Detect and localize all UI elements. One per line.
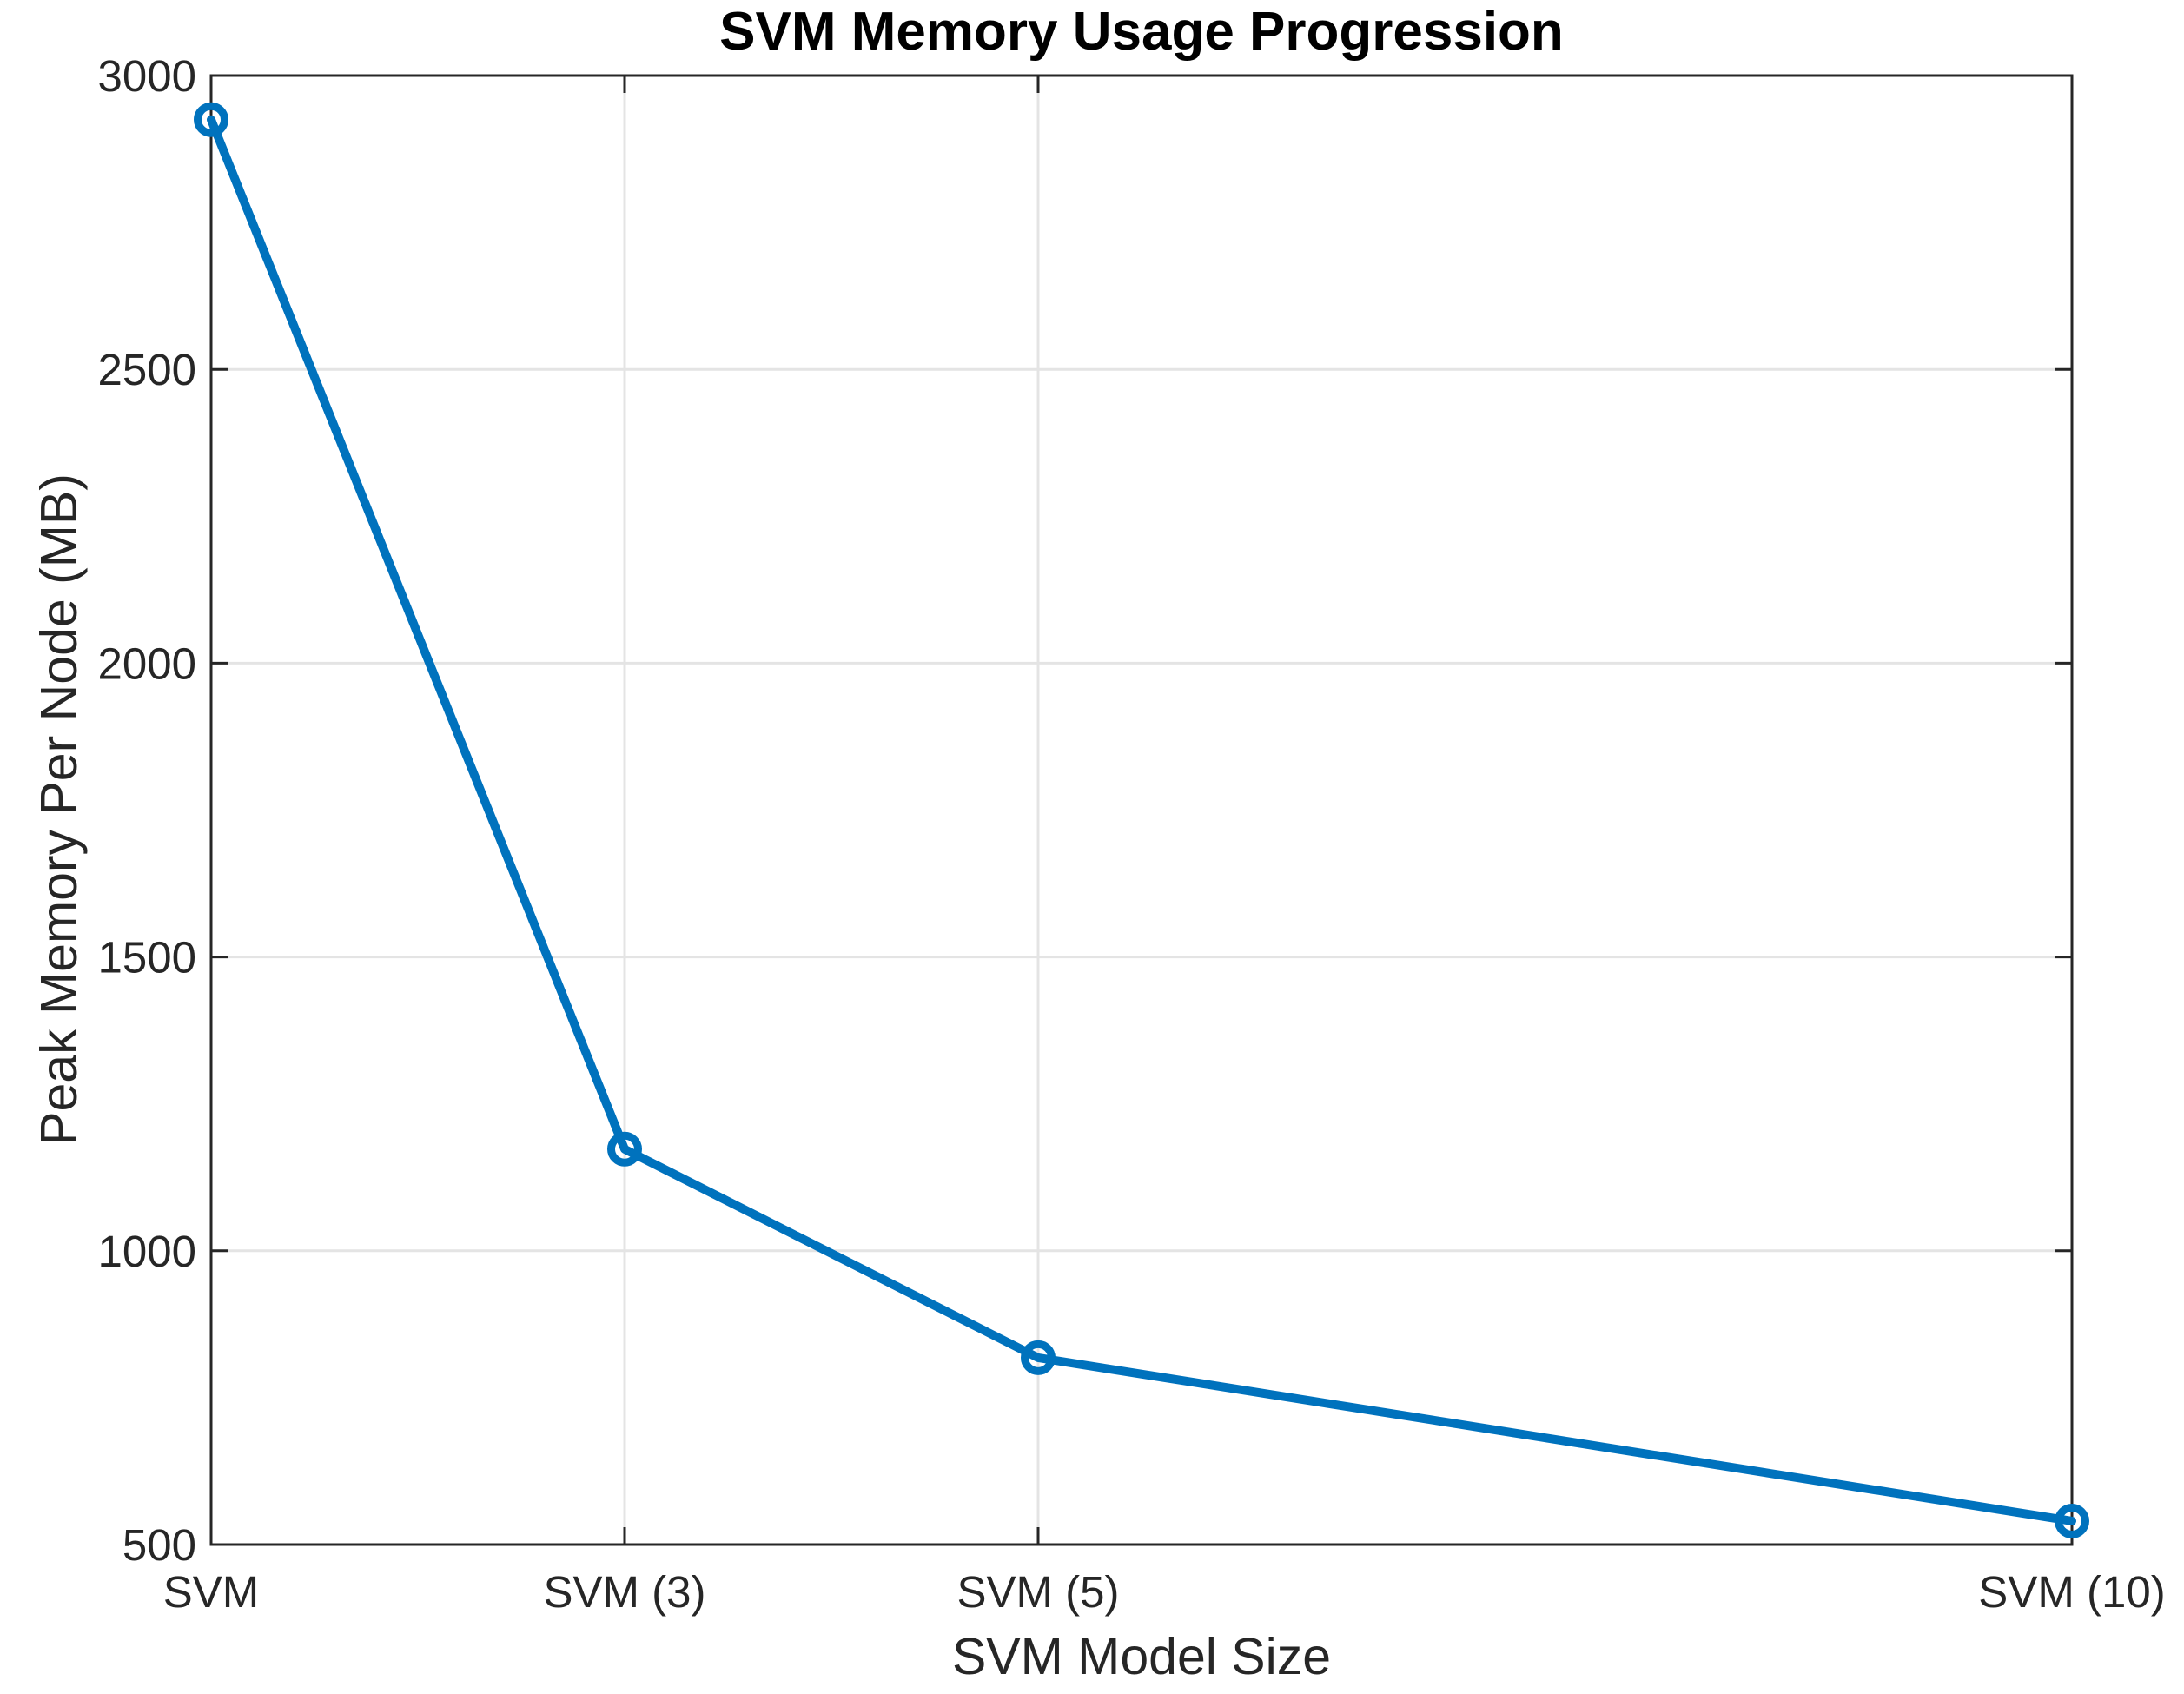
x-tick-label: SVM (5) [956, 1567, 1119, 1617]
y-tick-label: 3000 [98, 51, 196, 101]
chart-title: SVM Memory Usage Progression [719, 2, 1564, 62]
gridlines [211, 76, 2072, 1545]
x-tick-label: SVM [163, 1567, 260, 1617]
y-tick-label: 500 [122, 1520, 196, 1570]
y-tick-label: 1000 [98, 1227, 196, 1276]
y-tick-label: 1500 [98, 933, 196, 983]
data-point-marker [1021, 1340, 1056, 1375]
x-axis-label: SVM Model Size [952, 1628, 1331, 1685]
y-tick-label: 2500 [98, 345, 196, 394]
data-point-marker [194, 102, 228, 137]
x-tick-labels: SVM SVM (3) SVM (5) SVM (10) [163, 1567, 2166, 1617]
plot-border [209, 74, 2074, 1546]
y-tick-labels: 500 1000 1500 2000 2500 3000 [98, 51, 196, 1570]
data-series [194, 102, 2089, 1538]
x-tick-label: SVM (3) [543, 1567, 705, 1617]
axis-ticks [209, 74, 2074, 1546]
series-line [207, 115, 2076, 1525]
x-tick-label: SVM (10) [1978, 1567, 2165, 1617]
data-point-marker [607, 1131, 642, 1167]
y-axis-label: Peak Memory Per Node (MB) [30, 473, 88, 1146]
data-point-marker [2055, 1503, 2089, 1538]
y-tick-label: 2000 [98, 639, 196, 688]
